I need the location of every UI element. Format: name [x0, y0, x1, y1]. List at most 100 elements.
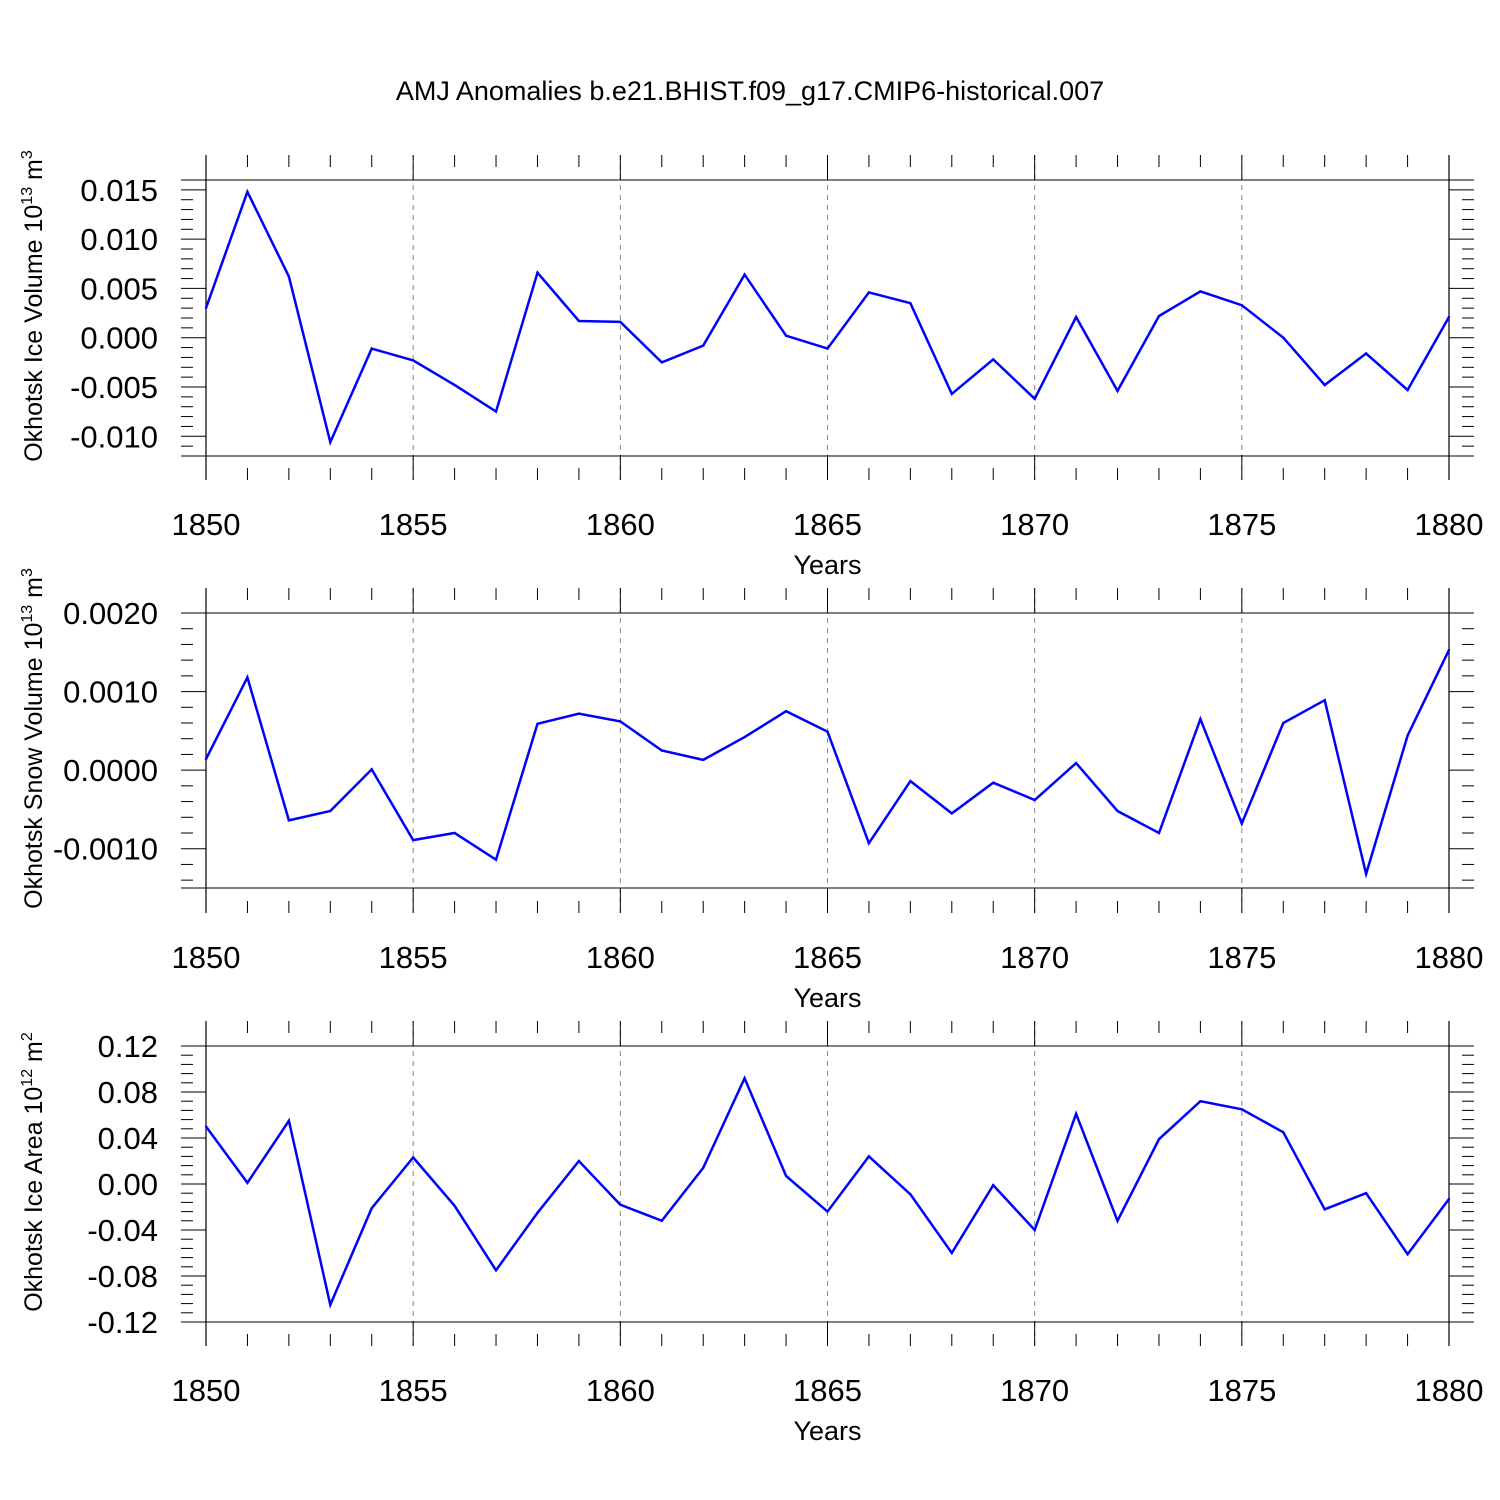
y-axis-label: Okhotsk Snow Volume 1013 m3 — [19, 568, 48, 909]
data-point — [1074, 761, 1078, 765]
chart-title: AMJ Anomalies b.e21.BHIST.f09_g17.CMIP6-… — [395, 76, 1105, 106]
data-point — [743, 1077, 746, 1080]
data-point — [577, 1159, 581, 1163]
data-point — [1157, 831, 1161, 835]
y-tick-label: 0.00 — [98, 1167, 158, 1202]
data-point — [411, 1156, 415, 1159]
data-point — [577, 712, 581, 715]
data-point — [619, 720, 622, 723]
y-tick-label: -0.04 — [87, 1213, 158, 1248]
data-point — [1074, 315, 1078, 319]
data-point — [494, 1269, 498, 1272]
y-tick-label: -0.12 — [87, 1305, 158, 1340]
data-point — [1364, 352, 1368, 355]
x-axis-label: Years — [793, 1416, 861, 1446]
x-tick-label: 1855 — [379, 1373, 448, 1408]
x-tick-label: 1880 — [1415, 507, 1484, 542]
x-tick-label: 1860 — [586, 507, 655, 542]
data-point — [536, 722, 539, 725]
data-point — [826, 347, 829, 350]
data-point — [1447, 648, 1451, 652]
data-point — [494, 858, 498, 861]
data-point — [577, 319, 581, 323]
data-point — [660, 1219, 663, 1223]
data-point — [370, 1206, 373, 1210]
data-point — [1116, 389, 1119, 393]
data-point — [411, 838, 415, 842]
data-point — [204, 306, 208, 310]
y-tick-label: -0.0010 — [53, 832, 158, 867]
data-point — [1033, 397, 1036, 401]
y-tick-label: 0.010 — [80, 222, 158, 257]
data-point — [329, 1303, 332, 1306]
data-point — [536, 1211, 539, 1214]
data-point — [1199, 1100, 1202, 1103]
data-point — [204, 757, 208, 761]
data-point — [329, 441, 332, 444]
data-point — [246, 190, 249, 194]
data-point — [1157, 1137, 1161, 1141]
y-tick-label: -0.005 — [70, 370, 158, 405]
data-point — [992, 1183, 995, 1187]
data-point — [867, 842, 871, 845]
x-axis-label: Years — [793, 983, 861, 1013]
data-point — [1199, 717, 1202, 721]
x-tick-label: 1875 — [1207, 507, 1276, 542]
data-point — [204, 1125, 208, 1128]
data-point — [702, 1166, 705, 1170]
data-point — [1282, 721, 1285, 725]
data-point — [246, 1181, 249, 1185]
data-point — [909, 779, 912, 783]
data-point — [494, 410, 498, 413]
data-point — [1033, 798, 1036, 802]
x-tick-label: 1880 — [1415, 940, 1484, 975]
data-point — [1323, 383, 1326, 387]
data-point — [1116, 1219, 1119, 1223]
y-tick-label: 0.0000 — [63, 753, 158, 788]
data-point — [702, 758, 705, 762]
x-tick-label: 1865 — [793, 507, 862, 542]
y-tick-label: 0.000 — [80, 321, 158, 356]
data-point — [287, 275, 291, 278]
x-tick-label: 1855 — [379, 507, 448, 542]
data-point — [287, 1119, 291, 1122]
data-point — [1240, 303, 1244, 307]
data-point — [1364, 1192, 1368, 1195]
data-point — [1282, 1131, 1285, 1134]
data-point — [536, 271, 539, 274]
data-point — [702, 344, 705, 347]
x-tick-label: 1860 — [586, 1373, 655, 1408]
x-tick-label: 1870 — [1000, 940, 1069, 975]
data-point — [992, 781, 995, 784]
data-point — [1199, 290, 1202, 293]
x-tick-label: 1865 — [793, 940, 862, 975]
data-point — [1074, 1112, 1078, 1116]
data-point — [1406, 734, 1409, 737]
y-tick-label: 0.005 — [80, 271, 158, 306]
x-tick-label: 1855 — [379, 940, 448, 975]
data-point — [909, 1193, 912, 1196]
data-point — [619, 320, 622, 324]
data-point — [1240, 822, 1244, 825]
data-point — [826, 1210, 829, 1213]
panel-2: -0.0010 0.0000 0.0010 0.0020 1850 1855 1860 186… — [19, 568, 1483, 1013]
data-point — [1447, 315, 1451, 319]
data-point — [867, 291, 871, 294]
data-point — [950, 1251, 953, 1255]
y-axis-label: Okhotsk Ice Volume 1013 m3 — [19, 150, 48, 462]
x-tick-label: 1870 — [1000, 507, 1069, 542]
data-point — [784, 334, 788, 337]
y-axis-label: Okhotsk Ice Area 1012 m2 — [19, 1032, 48, 1312]
x-tick-label: 1850 — [172, 1373, 241, 1408]
x-tick-label: 1850 — [172, 507, 241, 542]
data-point — [1116, 809, 1119, 813]
panel-1: -0.010 -0.005 0.000 0.005 0.010 0.015 1850 1855… — [19, 150, 1483, 580]
data-point — [950, 812, 953, 815]
x-tick-label: 1875 — [1207, 940, 1276, 975]
data-point — [1447, 1197, 1451, 1201]
data-point — [1406, 1252, 1409, 1256]
data-point — [660, 361, 663, 364]
data-point — [1240, 1108, 1244, 1111]
y-tick-label: 0.08 — [98, 1075, 158, 1110]
